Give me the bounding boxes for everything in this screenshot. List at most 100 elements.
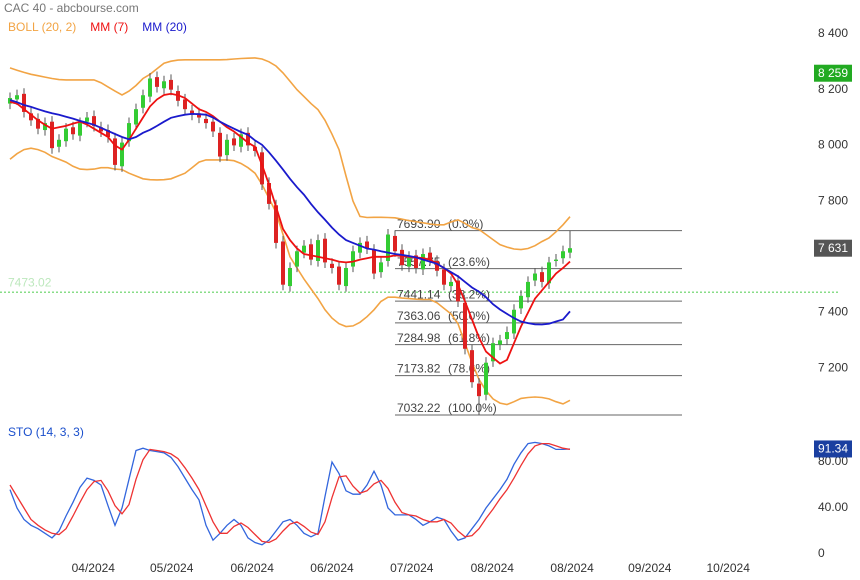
- candle-body: [71, 127, 75, 135]
- legend-entry: MM (7): [90, 20, 128, 34]
- candle-body: [232, 138, 236, 146]
- y-tick-label: 80.00: [818, 454, 848, 468]
- candle-body: [267, 182, 271, 204]
- candle-body: [505, 332, 509, 340]
- candle-body: [274, 205, 278, 243]
- candle-body: [22, 93, 26, 112]
- candle-body: [288, 267, 292, 287]
- fib-pct: (23.6%): [448, 255, 490, 269]
- candle-body: [316, 240, 320, 262]
- candle-body: [323, 238, 327, 263]
- candle-body: [15, 95, 19, 100]
- x-tick-label: 06/2024: [310, 561, 354, 575]
- candle-body: [92, 116, 96, 126]
- candle-body: [281, 241, 285, 285]
- candle-body: [246, 132, 250, 146]
- legend-entry: MM (20): [142, 20, 187, 34]
- last-value-label: 91.34: [818, 442, 848, 456]
- candle-body: [365, 241, 369, 249]
- candle-body: [225, 139, 229, 156]
- candle-body: [99, 127, 103, 132]
- support-label: 7473.02: [8, 275, 52, 289]
- candle-body: [533, 273, 537, 281]
- candle-body: [428, 252, 432, 260]
- price-label: 8 259: [818, 66, 848, 80]
- candle-body: [449, 281, 453, 287]
- candle-body: [218, 132, 222, 157]
- legend-entry: BOLL (20, 2): [8, 20, 76, 34]
- candle-body: [197, 113, 201, 118]
- candle-body: [204, 118, 208, 124]
- candle-body: [148, 78, 152, 97]
- candle-body: [120, 142, 124, 167]
- candle-body: [113, 138, 117, 165]
- candle-body: [239, 134, 243, 147]
- price-label-box: [814, 64, 852, 82]
- candle-body: [309, 244, 313, 260]
- x-tick-label: 06/2024: [231, 561, 275, 575]
- candle-body: [512, 309, 516, 334]
- y-tick-label: 7 400: [818, 305, 848, 319]
- price-label: 7 631: [818, 241, 848, 255]
- fib-value: 7363.06: [397, 309, 441, 323]
- candle-body: [435, 261, 439, 271]
- fib-pct: (38.2%): [448, 287, 490, 301]
- candle-body: [386, 234, 390, 262]
- candle-body: [400, 249, 404, 266]
- candle-body: [526, 281, 530, 298]
- x-tick-label: 04/2024: [72, 561, 116, 575]
- candle-body: [57, 139, 61, 147]
- moving-average: [9, 99, 571, 326]
- y-tick-label: 8 000: [818, 138, 848, 152]
- candle-body: [36, 118, 40, 129]
- candle-body: [463, 302, 467, 349]
- candle-body: [78, 123, 82, 136]
- candle-body: [295, 251, 299, 267]
- candle-body: [407, 256, 411, 267]
- candle-body: [414, 255, 418, 268]
- y-tick-label: 8 200: [818, 82, 848, 96]
- candle-body: [183, 99, 187, 110]
- y-tick-label: 0: [818, 546, 825, 560]
- oscillator-line: [9, 441, 571, 546]
- y-tick-label: 7 200: [818, 360, 848, 374]
- candle-body: [211, 121, 215, 132]
- candle-body: [29, 113, 33, 121]
- candle-body: [344, 267, 348, 287]
- x-tick-label: 08/2024: [550, 561, 594, 575]
- candle-body: [547, 262, 551, 284]
- candle-body: [372, 249, 376, 274]
- candle-body: [351, 251, 355, 267]
- candle-body: [519, 295, 523, 309]
- panel-title: STO (14, 3, 3): [8, 425, 84, 439]
- candle-body: [379, 262, 383, 273]
- chart-title: CAC 40 - abcbourse.com: [4, 1, 139, 15]
- candle-body: [421, 254, 425, 270]
- fib-value: 7284.98: [397, 331, 441, 345]
- moving-average: [9, 92, 571, 365]
- candle-body: [561, 251, 565, 259]
- y-tick-label: 8 400: [818, 26, 848, 40]
- candle-body: [127, 123, 131, 142]
- x-tick-label: 09/2024: [628, 561, 672, 575]
- x-tick-label: 10/2024: [707, 561, 751, 575]
- candle-body: [155, 77, 159, 87]
- candle-body: [393, 235, 397, 252]
- oscillator-line: [9, 442, 571, 544]
- candle-body: [568, 248, 572, 253]
- x-tick-label: 08/2024: [471, 561, 515, 575]
- candle-body: [498, 340, 502, 345]
- boll-lower: [9, 147, 571, 406]
- candle-body: [442, 269, 446, 285]
- fib-value: 7032.22: [397, 401, 441, 415]
- boll-upper: [9, 57, 571, 251]
- x-tick-label: 05/2024: [150, 561, 194, 575]
- last-value-label-box: [814, 440, 852, 458]
- fib-pct: (78.6%): [448, 362, 490, 376]
- y-tick-label: 7 800: [818, 193, 848, 207]
- candle-body: [162, 81, 166, 89]
- candle-body: [260, 152, 264, 185]
- candle-body: [491, 343, 495, 362]
- fib-pct: (50.0%): [448, 309, 490, 323]
